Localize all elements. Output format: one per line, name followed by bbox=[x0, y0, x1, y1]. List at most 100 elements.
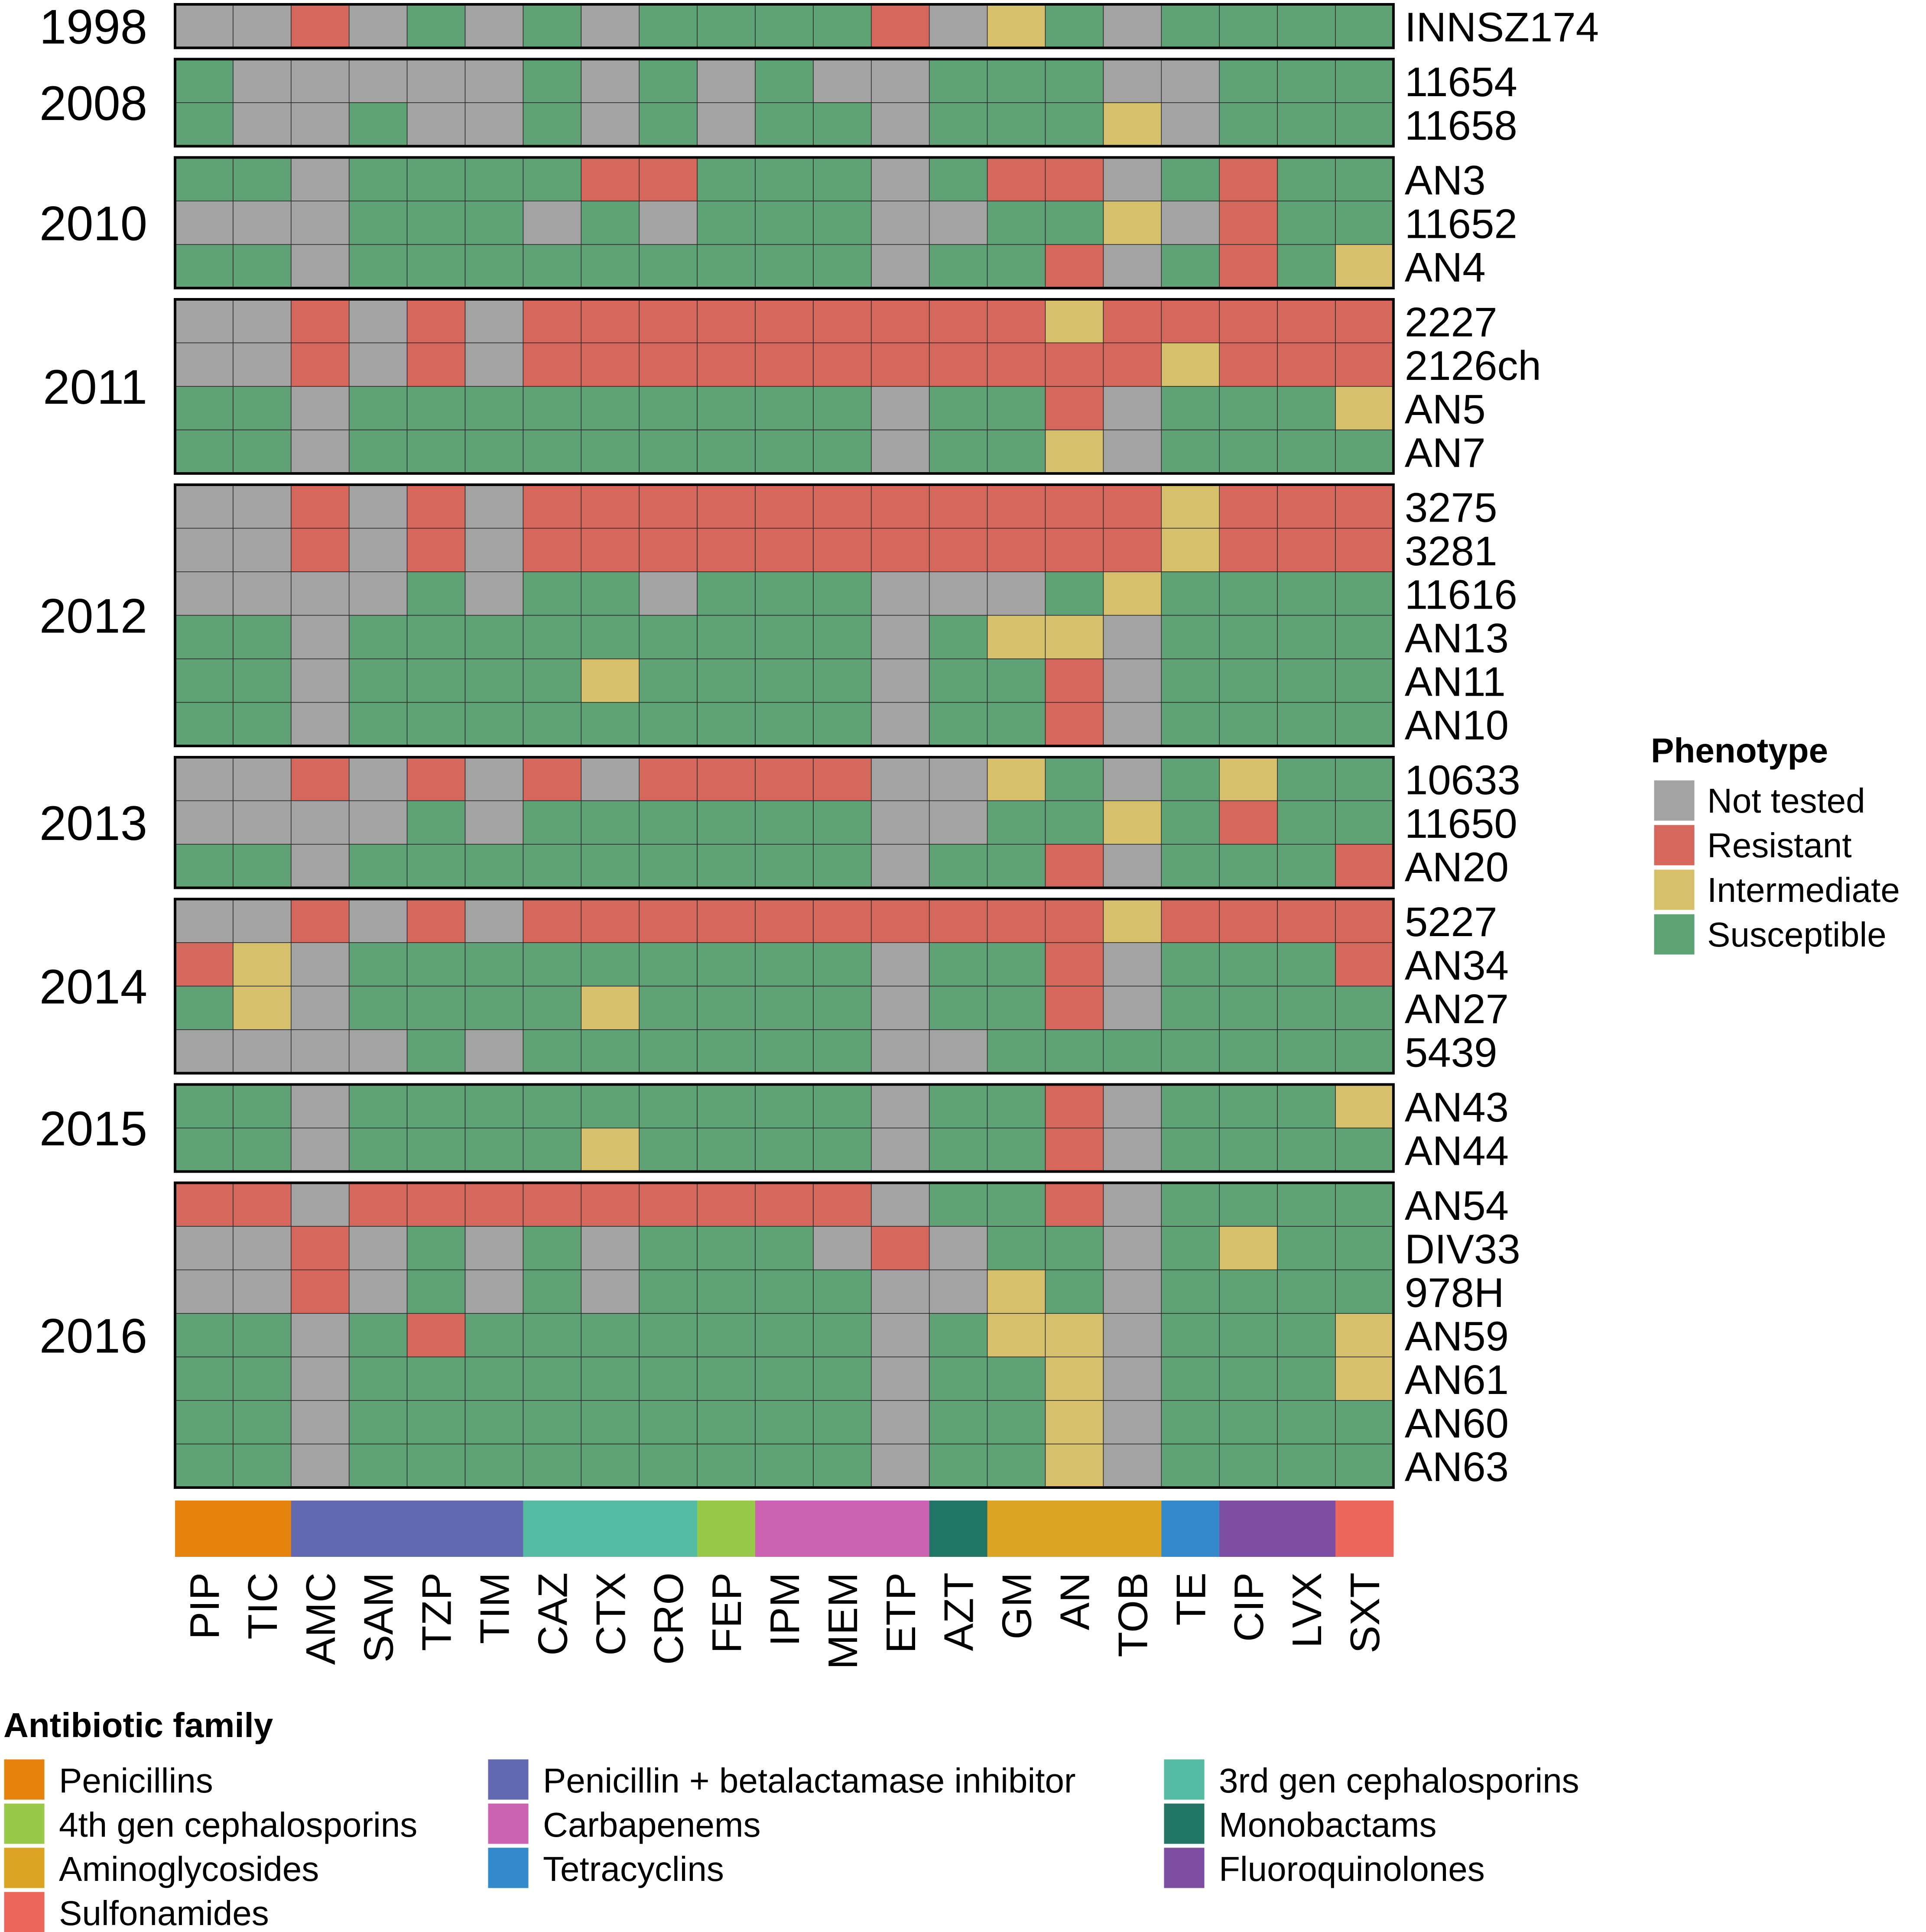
heatmap-cell bbox=[1103, 201, 1162, 245]
heatmap-cell bbox=[291, 429, 350, 474]
heatmap-cell bbox=[581, 58, 640, 103]
heatmap-cell bbox=[581, 1029, 640, 1074]
heatmap-cell bbox=[871, 528, 930, 572]
heatmap-cell bbox=[291, 386, 350, 431]
heatmap-cell bbox=[1219, 702, 1278, 746]
heatmap-cell bbox=[697, 342, 756, 387]
heatmap-cell bbox=[523, 1400, 582, 1445]
heatmap-cell bbox=[1161, 898, 1220, 943]
heatmap-cell bbox=[464, 1356, 524, 1401]
heatmap-cell bbox=[406, 1443, 466, 1488]
heatmap-cell bbox=[871, 299, 930, 344]
heatmap-cell bbox=[464, 299, 524, 344]
heatmap-cell bbox=[1045, 658, 1104, 703]
group-border bbox=[174, 298, 1395, 475]
heatmap-cell bbox=[1219, 985, 1278, 1030]
heatmap-cell bbox=[406, 484, 466, 529]
heatmap-cell bbox=[523, 844, 582, 888]
heatmap-cell bbox=[1335, 1182, 1394, 1227]
heatmap-cell bbox=[406, 201, 466, 245]
heatmap-cell bbox=[464, 615, 524, 659]
heatmap-cell bbox=[464, 1128, 524, 1172]
heatmap-cell bbox=[1103, 58, 1162, 103]
heatmap-cell bbox=[406, 1182, 466, 1227]
heatmap-cell bbox=[755, 1084, 814, 1128]
heatmap-cell bbox=[233, 615, 292, 659]
heatmap-cell bbox=[233, 429, 292, 474]
family-legend-title: Antibiotic family bbox=[3, 1706, 273, 1744]
heatmap-cell bbox=[1045, 571, 1104, 616]
phenotype-legend-title: Phenotype bbox=[1651, 731, 1828, 770]
family-bar-segment bbox=[175, 1501, 234, 1557]
heatmap-cell bbox=[175, 658, 234, 703]
phenotype-legend-label: Not tested bbox=[1707, 781, 1865, 820]
heatmap-cell bbox=[1103, 1400, 1162, 1445]
heatmap-cell bbox=[233, 299, 292, 344]
heatmap-cell bbox=[1161, 800, 1220, 845]
heatmap-cell bbox=[755, 844, 814, 888]
heatmap-cell bbox=[348, 942, 408, 987]
heatmap-cell bbox=[987, 484, 1046, 529]
heatmap-cell bbox=[755, 658, 814, 703]
heatmap-cell bbox=[406, 1269, 466, 1314]
heatmap-cell bbox=[348, 201, 408, 245]
antibiotic-label: TIC bbox=[240, 1572, 286, 1640]
heatmap-cell bbox=[233, 342, 292, 387]
heatmap-cell bbox=[697, 1084, 756, 1128]
heatmap-cell bbox=[348, 702, 408, 746]
heatmap-cell bbox=[291, 528, 350, 572]
family-legend-label: Sulfonamides bbox=[59, 1894, 269, 1932]
heatmap-cell bbox=[697, 942, 756, 987]
heatmap-cell bbox=[987, 1400, 1046, 1445]
heatmap-cell bbox=[233, 157, 292, 201]
heatmap-cell bbox=[464, 1400, 524, 1445]
heatmap-cell bbox=[929, 571, 988, 616]
heatmap-cell bbox=[175, 1443, 234, 1488]
heatmap-cell bbox=[697, 1128, 756, 1172]
heatmap-cell bbox=[1277, 985, 1336, 1030]
group-border bbox=[174, 1083, 1395, 1173]
heatmap-cell bbox=[291, 985, 350, 1030]
heatmap-cell bbox=[523, 898, 582, 943]
group-border bbox=[174, 898, 1395, 1075]
heatmap-cell bbox=[1161, 702, 1220, 746]
strain-label: AN61 bbox=[1405, 1357, 1509, 1403]
heatmap-cell bbox=[581, 898, 640, 943]
heatmap-cell bbox=[697, 1443, 756, 1488]
heatmap-cell bbox=[1277, 1226, 1336, 1271]
heatmap-cell bbox=[697, 299, 756, 344]
group-border bbox=[174, 58, 1395, 148]
heatmap-cell bbox=[464, 985, 524, 1030]
heatmap-cell bbox=[464, 942, 524, 987]
strain-label: 11658 bbox=[1405, 102, 1517, 149]
heatmap-cell bbox=[406, 4, 466, 49]
strain-label: 2126ch bbox=[1405, 343, 1541, 389]
heatmap-cell bbox=[639, 102, 698, 147]
heatmap-cell bbox=[1219, 942, 1278, 987]
heatmap-cell bbox=[871, 702, 930, 746]
phenotype-legend-label: Intermediate bbox=[1707, 871, 1900, 909]
heatmap-cell bbox=[1045, 342, 1104, 387]
heatmap-cell bbox=[639, 1128, 698, 1172]
heatmap-cell bbox=[1045, 157, 1104, 201]
heatmap-cell bbox=[1161, 244, 1220, 289]
heatmap-cell bbox=[929, 102, 988, 147]
heatmap-cell bbox=[697, 571, 756, 616]
heatmap-cell bbox=[175, 4, 234, 49]
strain-label: 2227 bbox=[1405, 299, 1497, 345]
heatmap-cell bbox=[697, 386, 756, 431]
heatmap-cell bbox=[639, 1400, 698, 1445]
strain-label: 5439 bbox=[1405, 1029, 1497, 1076]
heatmap-cell bbox=[1219, 1084, 1278, 1128]
heatmap-cell bbox=[1045, 299, 1104, 344]
heatmap-cell bbox=[581, 1128, 640, 1172]
heatmap-cell bbox=[464, 800, 524, 845]
heatmap-cell bbox=[1103, 1443, 1162, 1488]
heatmap-cell bbox=[1161, 1182, 1220, 1227]
heatmap-cell bbox=[929, 1182, 988, 1227]
heatmap-cell bbox=[1277, 757, 1336, 801]
heatmap-cell bbox=[813, 1029, 872, 1074]
family-bar-segment bbox=[755, 1501, 814, 1557]
heatmap-cell bbox=[1219, 299, 1278, 344]
heatmap-cell bbox=[1103, 299, 1162, 344]
